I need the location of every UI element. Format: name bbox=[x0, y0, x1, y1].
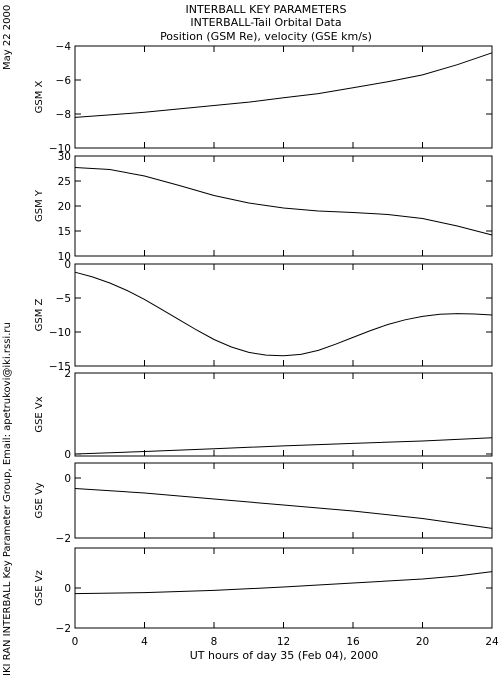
series-line-1-0 bbox=[74, 167, 493, 236]
y-tick-label: −2 bbox=[56, 623, 71, 635]
y-axis-label: GSM Y bbox=[34, 189, 45, 222]
x-tick-label: 20 bbox=[416, 636, 429, 648]
x-tick-label: 12 bbox=[277, 636, 290, 648]
title-line-2: INTERBALL-Tail Orbital Data bbox=[190, 16, 341, 29]
y-tick-label: −10 bbox=[49, 327, 71, 339]
series-line-5-0 bbox=[74, 571, 493, 595]
series-line-3-0 bbox=[74, 437, 493, 455]
y-tick-label: −10 bbox=[49, 143, 71, 155]
y-tick-label: 25 bbox=[58, 176, 71, 188]
y-tick-label: −5 bbox=[56, 293, 71, 305]
y-axis-label: GSM X bbox=[34, 80, 45, 113]
panel-frame-4 bbox=[74, 462, 493, 539]
y-tick-label: 2 bbox=[64, 368, 71, 380]
panel-frame-2 bbox=[74, 263, 493, 367]
y-tick-label: 0 bbox=[64, 583, 71, 595]
y-tick-label: 10 bbox=[58, 251, 71, 263]
y-tick-label: 30 bbox=[58, 151, 71, 163]
title-line-3: Position (GSM Re), velocity (GSE km/s) bbox=[160, 30, 372, 43]
side-date-label: May 22 2000 bbox=[2, 5, 13, 70]
y-tick-label: −2 bbox=[56, 533, 71, 545]
x-tick-label: 8 bbox=[211, 636, 218, 648]
y-axis-label: GSE Vx bbox=[34, 396, 45, 432]
y-tick-label: 0 bbox=[64, 449, 71, 461]
y-axis-label: GSE Vz bbox=[34, 570, 45, 606]
y-tick-label: −8 bbox=[56, 109, 71, 121]
panel-frame-1 bbox=[74, 155, 493, 257]
x-tick-label: 16 bbox=[346, 636, 360, 648]
y-tick-label: 0 bbox=[64, 473, 71, 485]
x-tick-label: 0 bbox=[72, 636, 79, 648]
y-axis-label: GSE Vy bbox=[34, 482, 45, 518]
x-tick-label: 4 bbox=[141, 636, 148, 648]
panel-frame-3 bbox=[74, 372, 493, 457]
series-line-4-0 bbox=[74, 488, 493, 529]
panel-frame-0 bbox=[74, 45, 493, 149]
series-line-2-0 bbox=[74, 271, 493, 357]
y-tick-label: 0 bbox=[64, 259, 71, 271]
panel-frame-5 bbox=[74, 547, 493, 629]
x-tick-label: 24 bbox=[485, 636, 499, 648]
side-credit-label: IKI RAN INTERBALL Key Parameter Group, E… bbox=[2, 322, 13, 676]
y-axis-label: GSM Z bbox=[34, 298, 45, 331]
title-line-1: INTERBALL KEY PARAMETERS bbox=[186, 3, 347, 16]
y-tick-label: 15 bbox=[58, 226, 71, 238]
y-tick-label: 20 bbox=[58, 201, 71, 213]
y-tick-label: −15 bbox=[49, 361, 71, 373]
y-tick-label: −6 bbox=[56, 75, 72, 87]
series-line-0-0 bbox=[74, 52, 493, 118]
y-tick-label: −4 bbox=[56, 41, 72, 53]
x-axis-label: UT hours of day 35 (Feb 04), 2000 bbox=[190, 649, 379, 662]
